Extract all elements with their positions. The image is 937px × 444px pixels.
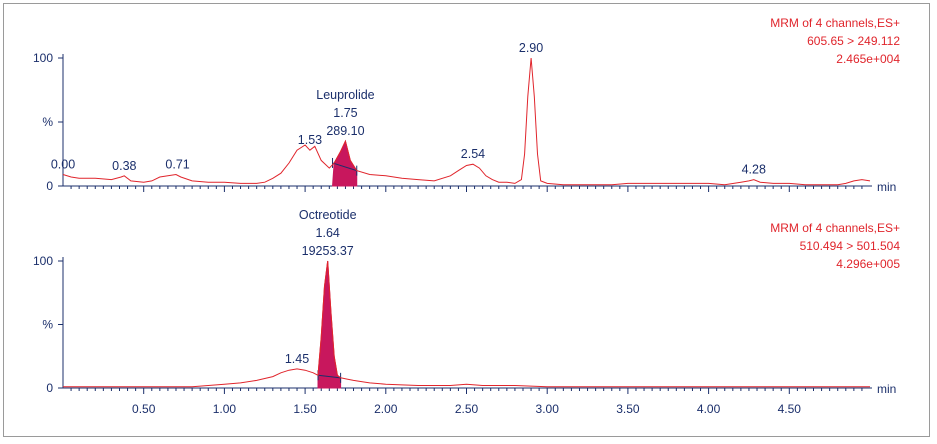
peak-annotation-line: 1.64 [316, 226, 340, 240]
x-tick-label: 1.50 [293, 402, 317, 416]
peak-label: 1.45 [285, 352, 309, 366]
y-tick-label: 0 [46, 381, 53, 395]
x-tick-label: 4.00 [697, 402, 721, 416]
peak-annotation-line: Octreotide [299, 208, 357, 222]
peak-label: 1.53 [298, 133, 322, 147]
peak-annotation-line: 289.10 [326, 124, 364, 138]
x-tick-label: 1.00 [213, 402, 237, 416]
peak-annotation-line: 1.75 [333, 106, 357, 120]
channel-info-1: 605.65 > 249.112 [807, 34, 900, 48]
x-tick-label: 3.50 [616, 402, 640, 416]
peak-label: 0.71 [165, 157, 189, 171]
peak-annotation-line: 19253.37 [302, 244, 354, 258]
peak-label: 0.00 [51, 157, 75, 171]
peak-label: 2.54 [461, 147, 485, 161]
x-tick-label: 2.00 [374, 402, 398, 416]
y-tick-label: 100 [33, 51, 53, 65]
chromatogram-frame [3, 3, 930, 437]
peak-label: 2.90 [519, 41, 543, 55]
peak-label: 4.28 [742, 163, 766, 177]
x-tick-label: 3.00 [536, 402, 560, 416]
channel-info-0: MRM of 4 channels,ES+ [770, 221, 900, 235]
channel-info-1: 510.494 > 501.504 [800, 239, 901, 253]
chromatogram-trace [63, 260, 870, 388]
y-tick-label: 0 [46, 179, 53, 193]
x-unit-label: min [877, 180, 896, 194]
y-axis-label: % [42, 115, 53, 129]
y-axis-label: % [42, 318, 53, 332]
x-tick-label: 0.50 [132, 402, 156, 416]
channel-info-0: MRM of 4 channels,ES+ [770, 16, 900, 30]
y-tick-label: 100 [33, 254, 53, 268]
chromatogram-trace [62, 57, 871, 186]
integration-baseline [332, 162, 357, 172]
integration-baseline [317, 374, 341, 379]
x-tick-label: 4.50 [778, 402, 802, 416]
channel-info-2: 2.465e+004 [836, 52, 900, 66]
x-unit-label: min [877, 382, 896, 396]
peak-label: 0.38 [112, 159, 136, 173]
peak-annotation-line: Leuprolide [316, 88, 374, 102]
x-tick-label: 2.50 [455, 402, 479, 416]
channel-info-2: 4.296e+005 [836, 257, 900, 271]
